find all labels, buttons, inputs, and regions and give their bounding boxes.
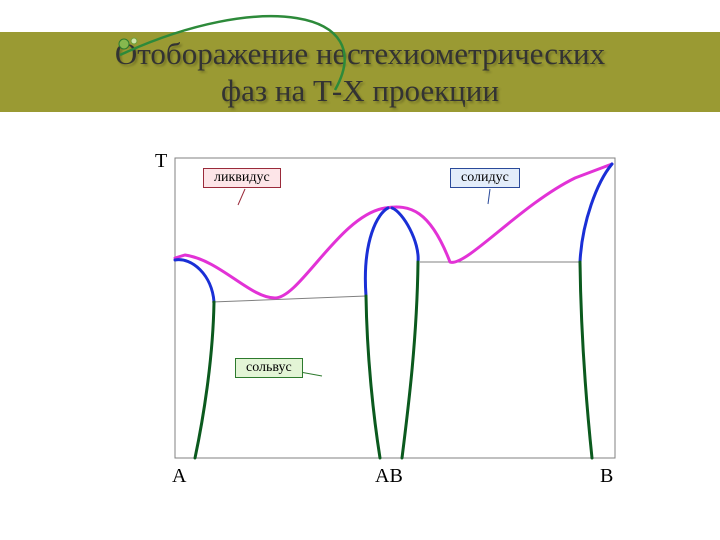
phase-diagram-svg [0,0,720,540]
axis-label-T: T [155,150,167,173]
axis-label-B: B [600,465,613,488]
plot-box [175,158,615,458]
callout-solvus: сольвус [235,358,303,378]
callout-liquidus: ликвидус [203,168,281,188]
axis-label-AB: AB [375,465,403,488]
callout-solidus: солидус [450,168,520,188]
axis-label-A: A [172,465,186,488]
